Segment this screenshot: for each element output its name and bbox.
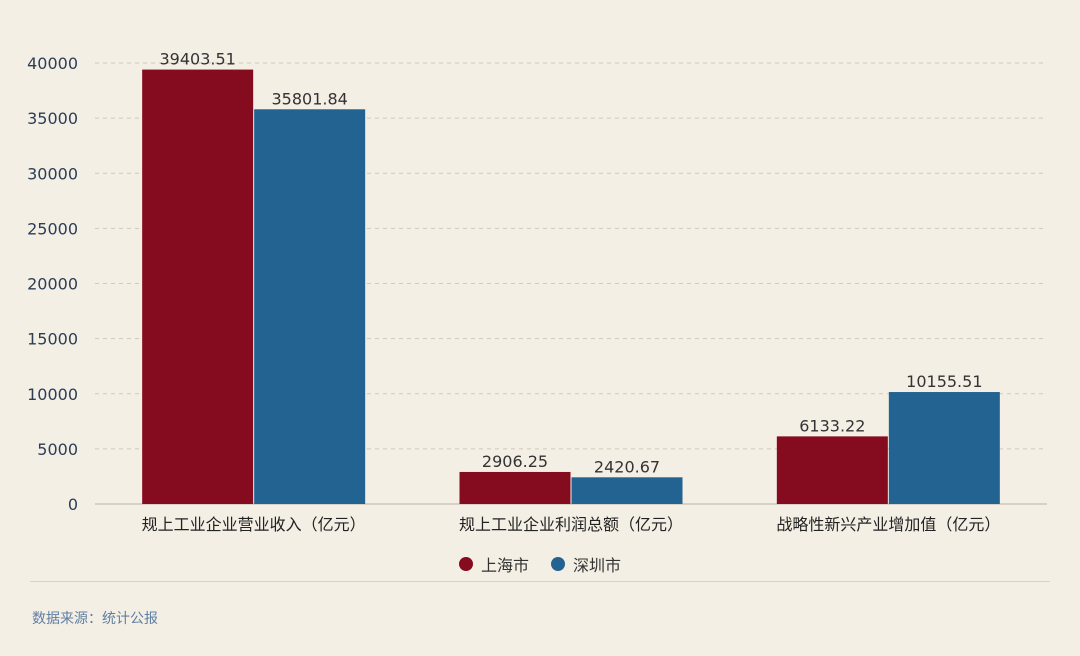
y-tick-label: 25000 (27, 219, 78, 238)
y-tick-label: 40000 (27, 54, 78, 73)
data-label: 2420.67 (594, 457, 660, 476)
legend-label-shenzhen: 深圳市 (573, 556, 622, 575)
bar (142, 69, 254, 505)
footer-divider (30, 581, 1050, 582)
data-label: 39403.51 (159, 50, 235, 69)
y-tick-label: 30000 (27, 164, 78, 183)
y-tick-label: 0 (68, 495, 78, 514)
x-tick-label: 战略性新兴产业增加值（亿元） (776, 515, 1000, 534)
bar (571, 477, 683, 504)
y-tick-label: 10000 (27, 385, 78, 404)
legend-label-shanghai: 上海市 (480, 556, 529, 575)
x-tick-label: 规上工业企业利润总额（亿元） (459, 515, 683, 534)
legend-item-shenzhen: 深圳市 (551, 552, 621, 576)
y-tick-label: 35000 (27, 109, 78, 128)
bar (776, 436, 888, 504)
bar (254, 109, 366, 504)
y-tick-label: 20000 (27, 275, 78, 294)
data-label: 35801.84 (271, 89, 347, 108)
data-label: 6133.22 (799, 416, 865, 435)
y-tick-label: 5000 (37, 440, 78, 459)
y-tick-label: 15000 (27, 330, 78, 349)
legend-swatch-shenzhen (551, 557, 565, 571)
data-label: 2906.25 (482, 452, 548, 471)
bar (459, 471, 571, 504)
legend: 上海市 深圳市 (0, 552, 1080, 576)
source-note: 数据来源：统计公报 (32, 611, 158, 627)
bar-chart: 0 5000 10000 15000 20000 25000 30000 35000 40000… (27, 50, 1047, 534)
legend-swatch-shanghai (458, 557, 473, 571)
bar (888, 392, 1000, 504)
x-tick-label: 规上工业企业营业收入（亿元） (142, 515, 366, 534)
data-label: 10155.51 (906, 372, 982, 391)
legend-item-shanghai: 上海市 (458, 552, 529, 576)
